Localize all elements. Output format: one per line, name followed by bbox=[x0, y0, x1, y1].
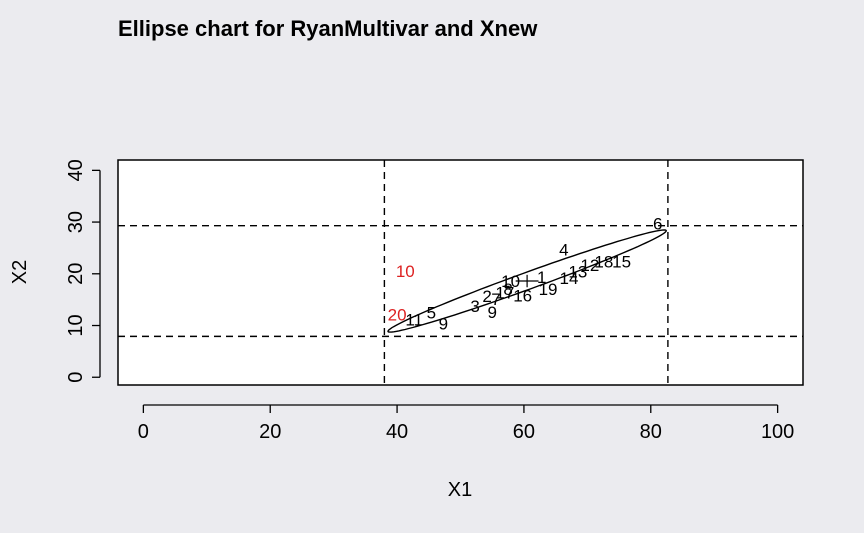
point-label: 3 bbox=[470, 297, 479, 316]
point-label: 18 bbox=[594, 252, 613, 271]
plot-area bbox=[118, 160, 803, 385]
point-label: 15 bbox=[612, 252, 631, 271]
x-tick-label: 40 bbox=[386, 421, 408, 443]
point-label: 11 bbox=[405, 310, 423, 329]
point-label: 4 bbox=[559, 241, 568, 260]
y-axis-label: X2 bbox=[9, 260, 31, 284]
point-label: 9 bbox=[439, 314, 448, 333]
y-tick-label: 30 bbox=[65, 211, 87, 233]
point-label: 19 bbox=[539, 280, 558, 299]
y-tick-label: 0 bbox=[65, 372, 87, 383]
point-label: 17 bbox=[495, 283, 514, 302]
confidence-ellipse bbox=[387, 229, 667, 333]
point-label: 14 bbox=[559, 269, 578, 288]
point-label: 16 bbox=[513, 287, 532, 306]
point-label: 2 bbox=[482, 287, 491, 306]
plot-frame bbox=[117, 159, 804, 386]
chart-title: Ellipse chart for RyanMultivar and Xnew bbox=[118, 16, 538, 41]
y-tick-label: 20 bbox=[65, 263, 87, 285]
point-label: 6 bbox=[653, 215, 662, 234]
point-label: 5 bbox=[427, 304, 436, 323]
y-tick-label: 10 bbox=[65, 314, 87, 336]
y-tick-label: 40 bbox=[65, 159, 87, 181]
point-label: 13 bbox=[568, 263, 587, 282]
x-tick-label: 100 bbox=[761, 421, 794, 443]
x-axis-label: X1 bbox=[448, 479, 472, 501]
x-tick-label: 20 bbox=[259, 421, 281, 443]
x-tick-label: 60 bbox=[513, 421, 535, 443]
point-label: 10 bbox=[501, 272, 520, 291]
point-label: 1 bbox=[537, 268, 546, 287]
point-label: 12 bbox=[580, 256, 599, 275]
outlier-point-label: 20 bbox=[388, 306, 407, 325]
point-label: 9 bbox=[487, 303, 496, 322]
point-label: 7 bbox=[491, 290, 500, 309]
x-tick-label: 0 bbox=[138, 421, 149, 443]
outlier-point-label: 10 bbox=[396, 262, 415, 281]
x-tick-label: 80 bbox=[640, 421, 662, 443]
point-label: 8 bbox=[503, 280, 512, 299]
